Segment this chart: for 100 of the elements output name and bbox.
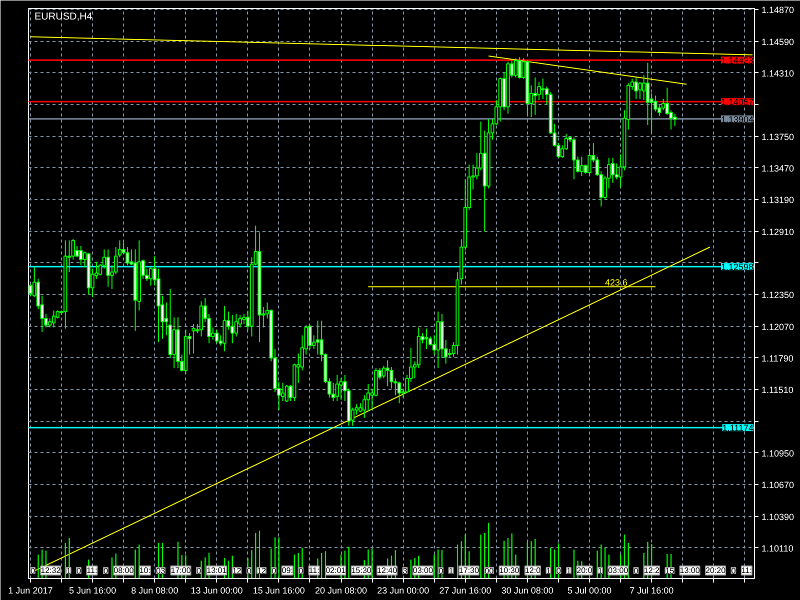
annotation: 02:01 (326, 566, 346, 575)
annotation: 20:0 (576, 566, 593, 575)
candlestick (518, 56, 522, 80)
annotation: 1 (66, 566, 72, 576)
y-tick-label: 1.11790 (762, 353, 794, 364)
y-tick-label: 1.10390 (762, 512, 794, 522)
candlestick (335, 374, 340, 402)
ref-line-label: 1.12598 (720, 262, 754, 272)
annotation: 12:0 (524, 566, 542, 575)
candlestick (242, 313, 246, 325)
annotation: 13:00 (680, 566, 700, 575)
annotation: 15:30 (351, 566, 372, 575)
annotation: 12:40 (377, 566, 398, 575)
x-tick-label: 5 Jun 16:00 (69, 586, 116, 596)
x-tick-label: 5 Jul 00:00 (567, 586, 612, 596)
y-tick-label: 1.12910 (762, 226, 794, 237)
candlestick (214, 329, 219, 344)
annotation: 12 (232, 566, 242, 576)
candlestick (284, 384, 289, 403)
annotation: 15 (665, 566, 675, 576)
x-tick-label: 8 Jun 08:00 (131, 586, 178, 596)
annotation: 17:00 (170, 566, 192, 575)
annotation: 12:2 (644, 566, 660, 575)
y-tick-label: 1.13470 (762, 163, 794, 174)
y-tick-label: 1.14590 (762, 36, 794, 47)
annotation: 0 (103, 566, 108, 576)
annotation: 1 (566, 566, 572, 576)
x-tick-label: 7 Jul 16:00 (630, 586, 674, 596)
y-tick-label: 1.12070 (762, 322, 794, 332)
annotation: 12 (257, 566, 267, 576)
annotation: 0 (272, 566, 277, 576)
annotation: 0 (76, 566, 82, 576)
y-tick-label: 1.14870 (762, 5, 794, 16)
candlestick (79, 246, 83, 266)
candlestick (316, 320, 320, 356)
y-tick-label: 1.12350 (762, 290, 794, 300)
annotation: 0 (196, 566, 202, 576)
annotation: 0 (298, 566, 304, 576)
candlestick (222, 305, 226, 352)
candlestick (199, 300, 204, 337)
ref-line-label: 1.13904 (720, 114, 754, 124)
y-tick-label: 1.13750 (762, 132, 794, 142)
candlestick (424, 328, 428, 350)
y-tick-label: 1.10110 (762, 543, 794, 554)
annotation: 03 (156, 566, 166, 576)
annotation: 0 (30, 566, 36, 576)
candlestick (642, 74, 646, 101)
annotation: 13:01 (206, 566, 228, 575)
candlestick (192, 324, 196, 354)
y-tick-label: 1.14310 (762, 68, 794, 78)
y-tick-label: 1.10950 (762, 448, 794, 458)
annotation: 03:00 (412, 566, 434, 575)
annotation: 17:30 (458, 566, 480, 575)
series-label: 423.6 (604, 278, 628, 288)
annotation: 0 (634, 566, 639, 576)
annotation: 0 (731, 566, 736, 576)
annotation: 20:20 (706, 566, 726, 575)
y-tick-label: 1.13190 (762, 195, 794, 206)
annotation: 0 (246, 566, 252, 576)
annotation: 09: (282, 566, 293, 575)
candlestick (52, 310, 56, 328)
candlestick (514, 58, 518, 78)
x-tick-label: 15 Jun 16:00 (252, 586, 305, 596)
candlestick (533, 76, 538, 116)
candlestick (634, 76, 638, 100)
annotation: 1 (546, 566, 552, 576)
annotation: 11: (741, 566, 752, 575)
annotation: 3 (402, 566, 408, 576)
candlestick (148, 266, 153, 286)
annotation: 11: (308, 566, 320, 575)
ref-line-label: 1.14057 (720, 97, 754, 108)
annotation: 0 (556, 566, 562, 576)
ref-line-label: 1.11174 (722, 423, 754, 434)
y-tick-label: 1.10670 (762, 480, 794, 490)
annotation: 0 (438, 566, 444, 576)
chart-title: EURUSD,H4 (34, 12, 93, 22)
annotation: 1 (448, 566, 454, 576)
annotation: 1 (598, 566, 603, 576)
x-tick-label: 20 Jun 08:00 (315, 586, 368, 596)
candlestick (580, 156, 584, 176)
x-tick-label: 30 Jun 08:00 (501, 586, 554, 596)
annotation: 10: (139, 566, 150, 575)
candlestick (126, 246, 130, 266)
candlestick (339, 378, 343, 400)
annotation: 00 (484, 566, 494, 576)
candlestick (386, 360, 390, 387)
candlestick (638, 82, 642, 100)
candlestick (541, 78, 545, 100)
annotation: 08:00 (114, 566, 134, 575)
candlestick (106, 248, 110, 288)
annotation: 12:32 (40, 566, 62, 575)
x-tick-label: 1 Jun 2017 (8, 586, 53, 596)
annotation: 11: (86, 566, 98, 575)
y-tick-label: 1.11510 (762, 385, 794, 396)
candlestick (572, 136, 576, 180)
x-tick-label: 23 Jun 00:00 (377, 586, 430, 596)
ref-line-label: 1.14423 (720, 56, 754, 66)
annotation: 10:30 (499, 566, 520, 575)
x-tick-label: 13 Jun 00:00 (190, 586, 243, 596)
annotation: 03:00 (608, 566, 629, 575)
